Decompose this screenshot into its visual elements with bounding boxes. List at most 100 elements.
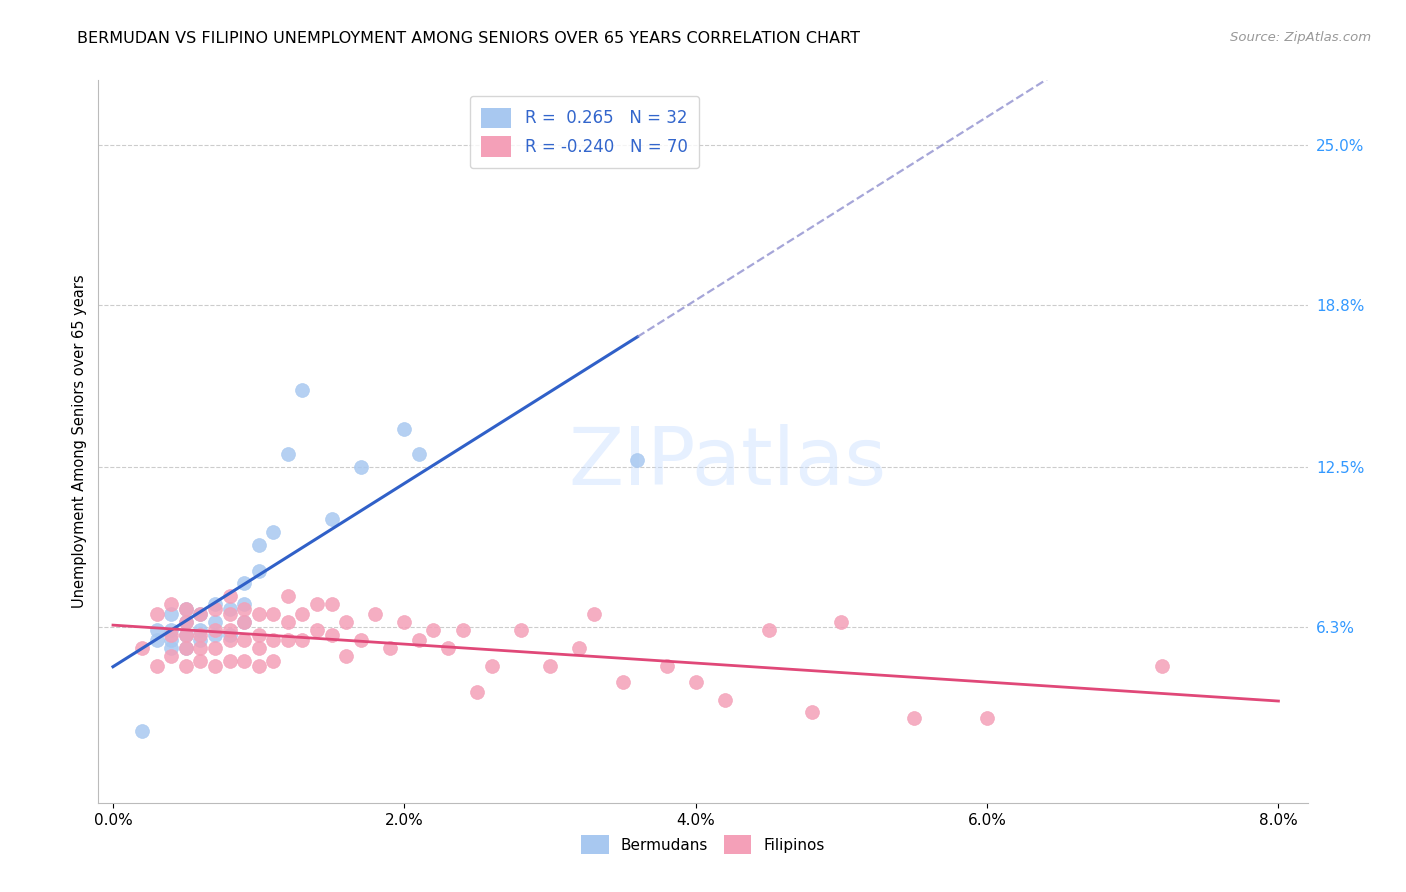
Point <box>174 628 197 642</box>
Point <box>160 607 183 622</box>
Point <box>174 602 197 616</box>
Point <box>247 659 270 673</box>
Point <box>538 659 561 673</box>
Point <box>291 607 314 622</box>
Text: ZIPatlas: ZIPatlas <box>568 425 886 502</box>
Point <box>160 623 183 637</box>
Point <box>277 615 299 630</box>
Point <box>262 607 284 622</box>
Point <box>350 460 373 475</box>
Point <box>145 623 167 637</box>
Point <box>174 602 197 616</box>
Point <box>247 564 270 578</box>
Point <box>190 628 212 642</box>
Point <box>321 512 343 526</box>
Point <box>218 590 240 604</box>
Point <box>1150 659 1173 673</box>
Point <box>465 685 488 699</box>
Point <box>582 607 605 622</box>
Point <box>190 633 212 648</box>
Point <box>218 633 240 648</box>
Point <box>160 633 183 648</box>
Point <box>233 576 256 591</box>
Point <box>204 597 226 611</box>
Point <box>218 623 240 637</box>
Point <box>305 597 328 611</box>
Point <box>568 640 591 655</box>
Point <box>321 628 343 642</box>
Point <box>335 648 357 663</box>
Point <box>321 597 343 611</box>
Text: BERMUDAN VS FILIPINO UNEMPLOYMENT AMONG SENIORS OVER 65 YEARS CORRELATION CHART: BERMUDAN VS FILIPINO UNEMPLOYMENT AMONG … <box>77 31 860 46</box>
Point <box>190 640 212 655</box>
Point <box>160 628 183 642</box>
Point <box>233 597 256 611</box>
Point <box>174 640 197 655</box>
Point <box>145 659 167 673</box>
Point <box>204 623 226 637</box>
Point <box>758 623 780 637</box>
Point <box>291 383 314 397</box>
Point <box>218 654 240 668</box>
Point <box>903 711 925 725</box>
Point <box>131 723 153 738</box>
Point <box>204 628 226 642</box>
Point <box>204 602 226 616</box>
Point <box>481 659 503 673</box>
Point <box>160 640 183 655</box>
Point <box>160 597 183 611</box>
Text: Source: ZipAtlas.com: Source: ZipAtlas.com <box>1230 31 1371 45</box>
Point <box>204 615 226 630</box>
Point <box>233 602 256 616</box>
Point <box>685 674 707 689</box>
Point <box>174 615 197 630</box>
Point <box>394 615 416 630</box>
Point <box>190 607 212 622</box>
Point <box>204 659 226 673</box>
Point <box>233 615 256 630</box>
Point <box>218 628 240 642</box>
Point <box>131 640 153 655</box>
Point <box>394 422 416 436</box>
Point <box>422 623 444 637</box>
Point <box>626 452 648 467</box>
Point <box>262 654 284 668</box>
Point <box>262 524 284 539</box>
Point <box>145 633 167 648</box>
Point <box>233 654 256 668</box>
Y-axis label: Unemployment Among Seniors over 65 years: Unemployment Among Seniors over 65 years <box>72 275 87 608</box>
Point <box>277 590 299 604</box>
Point <box>437 640 460 655</box>
Point <box>714 692 737 706</box>
Point <box>305 623 328 637</box>
Point <box>174 659 197 673</box>
Point <box>277 633 299 648</box>
Point <box>190 607 212 622</box>
Point <box>174 615 197 630</box>
Point <box>174 628 197 642</box>
Point <box>218 602 240 616</box>
Point <box>277 447 299 461</box>
Legend: Bermudans, Filipinos: Bermudans, Filipinos <box>575 830 831 860</box>
Point <box>335 615 357 630</box>
Point <box>174 640 197 655</box>
Point <box>350 633 373 648</box>
Point <box>190 654 212 668</box>
Point <box>233 615 256 630</box>
Point <box>247 538 270 552</box>
Point <box>233 633 256 648</box>
Point <box>247 628 270 642</box>
Point <box>364 607 387 622</box>
Point <box>262 633 284 648</box>
Point <box>408 633 430 648</box>
Point <box>190 623 212 637</box>
Point <box>291 633 314 648</box>
Point <box>612 674 634 689</box>
Point <box>801 706 824 720</box>
Point <box>160 648 183 663</box>
Point <box>976 711 998 725</box>
Point <box>378 640 401 655</box>
Point <box>145 607 167 622</box>
Point <box>218 607 240 622</box>
Point <box>247 640 270 655</box>
